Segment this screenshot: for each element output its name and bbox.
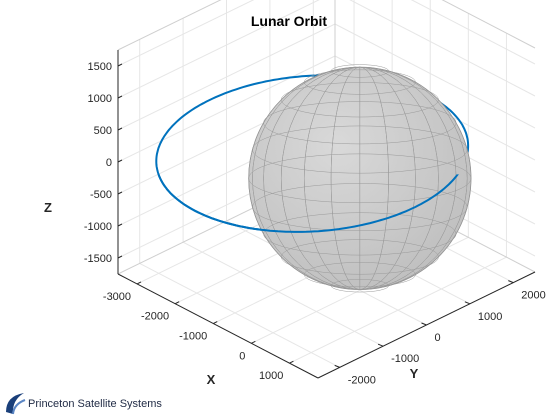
z-tick-mark [118, 256, 122, 258]
y-tick-label: -2000 [348, 374, 376, 386]
x-tick-label: -1000 [179, 331, 207, 343]
y-axis-label: Y [410, 366, 419, 381]
y-tick-label: 0 [435, 332, 441, 344]
company-name: Princeton Satellite Systems [28, 398, 162, 410]
z-tick-mark [118, 128, 122, 130]
z-tick-mark [118, 160, 122, 162]
z-tick-label: 500 [94, 125, 112, 137]
swoosh-icon [4, 390, 26, 416]
x-tick-label: -2000 [141, 311, 169, 323]
x-tick-mark [175, 302, 179, 304]
z-tick-label: -500 [90, 189, 112, 201]
z-tick-mark [118, 192, 122, 194]
z-tick-label: -1500 [84, 253, 112, 265]
x-tick-label: -3000 [103, 291, 131, 303]
z-tick-label: -1000 [84, 221, 112, 233]
x-axis-label: X [207, 372, 216, 387]
z-tick-mark [118, 224, 122, 226]
z-axis-label: Z [44, 200, 52, 215]
z-tick-label: 1500 [88, 61, 112, 73]
x-tick-mark [213, 322, 217, 324]
z-tick-mark [118, 64, 122, 66]
company-logo: Princeton Satellite Systems [4, 390, 174, 416]
z-tick-label: 1000 [88, 93, 112, 105]
z-tick-mark [118, 96, 122, 98]
moon-sphere [249, 65, 471, 292]
chart-title: Lunar Orbit [251, 13, 328, 29]
z-tick-label: 0 [106, 157, 112, 169]
x-tick-label: 1000 [259, 370, 283, 382]
x-tick-mark [251, 341, 255, 343]
x-tick-label: 0 [239, 350, 245, 362]
x-tick-mark [137, 282, 141, 284]
y-tick-label: 1000 [478, 311, 502, 323]
y-tick-label: 2000 [521, 290, 545, 302]
x-axis-line [118, 274, 318, 378]
y-tick-label: -1000 [391, 353, 419, 365]
x-tick-mark [289, 361, 293, 363]
